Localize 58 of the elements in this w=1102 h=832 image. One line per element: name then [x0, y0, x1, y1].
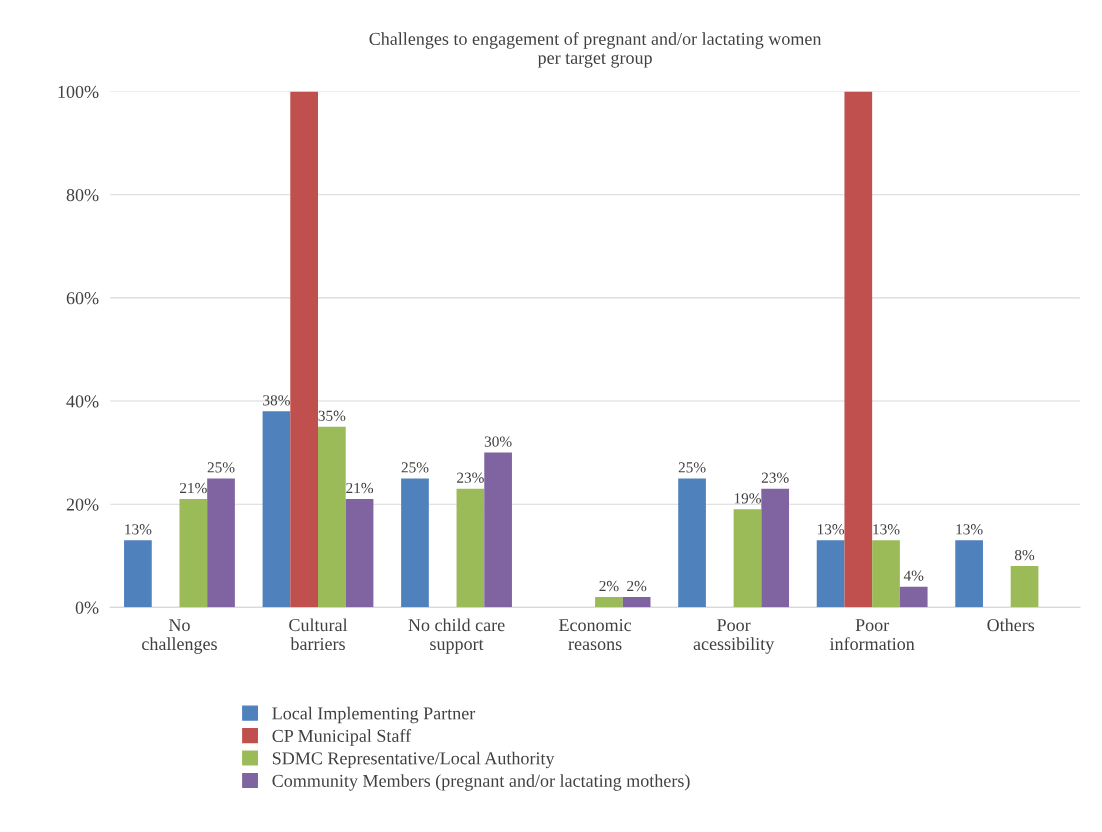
x-tick-label: Poor information [829, 619, 915, 651]
bar [318, 426, 346, 608]
bar [207, 478, 235, 608]
bar [401, 478, 429, 608]
bar [484, 452, 512, 608]
bar [345, 499, 374, 608]
data-label: 13% [873, 524, 900, 535]
data-label: 4% [903, 570, 924, 581]
y-tick-label: 100% [58, 85, 99, 99]
data-label: 13% [956, 524, 983, 535]
bar [262, 411, 291, 608]
bar [816, 540, 845, 608]
chart-title: Challenges to engagement of pregnant and/or lactating women per target group [369, 32, 822, 68]
bar [290, 91, 319, 608]
data-label: 2% [599, 580, 619, 592]
data-label: 13% [125, 524, 152, 535]
bar [955, 540, 983, 608]
data-label: 23% [761, 472, 789, 483]
y-tick-label: 40% [66, 395, 99, 408]
data-label: 19% [734, 493, 761, 504]
bar [622, 597, 651, 608]
data-label: 25% [678, 462, 706, 473]
y-tick-label: 80% [66, 188, 99, 202]
bar [456, 488, 485, 608]
y-tick-label: 60% [66, 292, 99, 305]
data-label: 13% [817, 524, 845, 535]
y-tick-label: 20% [66, 498, 99, 511]
x-tick-label: Cultural barriers [289, 618, 348, 651]
bar [179, 499, 208, 608]
x-tick-label: Economic reasons [559, 619, 632, 651]
x-tick-label: Poor acessibility [693, 619, 775, 654]
bar [761, 488, 790, 608]
data-label: 38% [263, 395, 290, 406]
data-label: 2% [627, 580, 647, 592]
bar [872, 540, 900, 608]
x-tick-label: No child care support [408, 618, 505, 654]
x-tick-label: No challenges [142, 619, 217, 654]
legend-label: Community Members (pregnant and/or lactating mothers) [272, 774, 690, 791]
data-label: 21% [179, 482, 207, 494]
bar [678, 478, 706, 608]
bar [595, 597, 623, 608]
data-label: 23% [457, 472, 484, 483]
data-label: 21% [346, 482, 374, 494]
legend-label: Local Implementing Partner [272, 706, 476, 724]
x-tick-label: Others [987, 618, 1035, 632]
data-label: 25% [207, 462, 235, 473]
data-label: 35% [318, 410, 346, 421]
legend-label: SDMC Representative/Local Authority [272, 751, 555, 769]
data-label: 25% [401, 462, 429, 473]
bar [124, 540, 152, 608]
bar [1010, 566, 1039, 608]
bar [899, 586, 928, 608]
data-label: 8% [1014, 549, 1035, 561]
bar [733, 509, 762, 608]
legend-label: CP Municipal Staff [272, 729, 412, 746]
y-tick-label: 0% [75, 601, 99, 614]
data-label: 30% [484, 436, 512, 447]
bar [844, 91, 873, 608]
